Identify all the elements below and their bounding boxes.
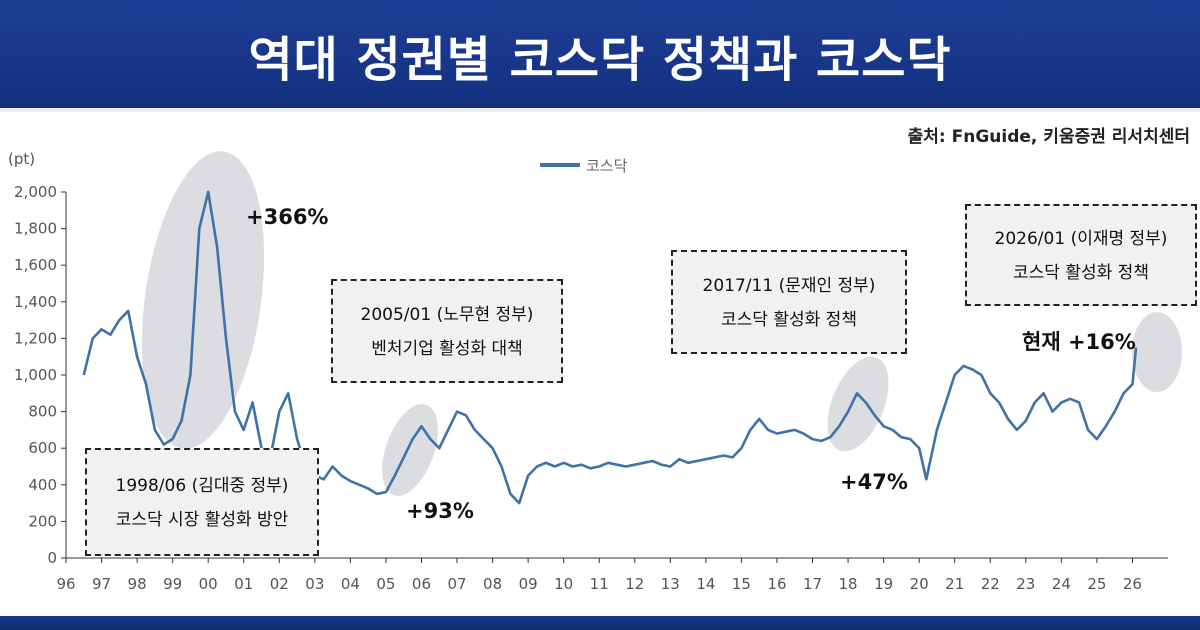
y-tick-label: 2,000 — [14, 183, 57, 201]
x-tick-label: 11 — [590, 575, 609, 593]
x-tick-label: 15 — [732, 575, 751, 593]
title-banner: 역대 정권별 코스닥 정책과 코스닥 — [0, 0, 1200, 112]
x-tick-label: 17 — [803, 575, 822, 593]
x-tick-label: 08 — [483, 575, 502, 593]
y-tick-label: 800 — [28, 403, 57, 421]
x-tick-label: 20 — [910, 575, 929, 593]
source-note: 출처: FnGuide, 키움증권 리서치센터 — [907, 127, 1190, 147]
y-tick-label: 200 — [28, 512, 57, 530]
x-tick-label: 18 — [839, 575, 858, 593]
x-tick-label: 12 — [625, 575, 644, 593]
y-tick-label: 1,600 — [14, 256, 57, 274]
x-tick-label: 13 — [661, 575, 680, 593]
x-tick-label: 21 — [945, 575, 964, 593]
bottom-bar — [0, 616, 1200, 630]
annotation-box-2017-line1: 2017/11 (문재인 정부) — [702, 276, 876, 296]
highlight-ellipse-1 — [141, 151, 265, 449]
highlight-ellipse-4 — [1132, 312, 1182, 392]
annotation-box-2026-line1: 2026/01 (이재명 정부) — [994, 229, 1168, 249]
x-tick-label: 02 — [270, 575, 289, 593]
x-tick-label: 05 — [376, 575, 395, 593]
annotation-box-1998: 1998/06 (김대중 정부) 코스닥 시장 활성화 방안 — [85, 448, 319, 556]
x-tick-label: 19 — [874, 575, 893, 593]
highlight-ellipse-3 — [827, 356, 889, 452]
annotation-box-1998-line2: 코스닥 시장 활성화 방안 — [115, 510, 289, 530]
page-title: 역대 정권별 코스닥 정책과 코스닥 — [248, 32, 952, 88]
y-tick-label: 1,200 — [14, 329, 57, 347]
annotation-box-2005-line2: 벤처기업 활성화 대책 — [371, 339, 523, 359]
x-tick-label: 14 — [696, 575, 715, 593]
y-axis-label: (pt) — [8, 150, 35, 168]
x-tick-label: 07 — [447, 575, 466, 593]
x-tick-label: 25 — [1087, 575, 1106, 593]
x-tick-label: 10 — [554, 575, 573, 593]
annotation-box-2005-line1: 2005/01 (노무현 정부) — [360, 305, 534, 325]
y-tick-label: 0 — [47, 549, 57, 567]
x-tick-label: 99 — [163, 575, 182, 593]
x-tick-label: 22 — [981, 575, 1000, 593]
annotation-box-2005: 2005/01 (노무현 정부) 벤처기업 활성화 대책 — [331, 279, 563, 383]
x-tick-label: 96 — [56, 575, 75, 593]
x-tick-label: 03 — [305, 575, 324, 593]
x-tick-label: 09 — [519, 575, 538, 593]
gain-label-2018: +47% — [840, 470, 908, 494]
annotation-box-2026-line2: 코스닥 활성화 정책 — [1013, 263, 1149, 283]
x-tick-label: 98 — [128, 575, 147, 593]
x-tick-label: 16 — [767, 575, 786, 593]
kosdaq-series-line — [82, 190, 1138, 505]
gain-label-now: 현재 +16% — [1022, 330, 1136, 354]
gain-label-2005: +93% — [406, 499, 474, 523]
x-tick-label: 01 — [234, 575, 253, 593]
annotation-box-1998-line1: 1998/06 (김대중 정부) — [115, 476, 289, 496]
annotation-box-2026: 2026/01 (이재명 정부) 코스닥 활성화 정책 — [965, 204, 1197, 306]
y-tick-label: 1,000 — [14, 366, 57, 384]
x-tick-label: 26 — [1123, 575, 1142, 593]
x-tick-label: 24 — [1052, 575, 1071, 593]
highlight-ellipse-2 — [382, 404, 438, 496]
x-tick-label: 06 — [412, 575, 431, 593]
x-tick-label: 23 — [1016, 575, 1035, 593]
y-tick-label: 600 — [28, 439, 57, 457]
x-tick-label: 97 — [92, 575, 111, 593]
y-tick-label: 1,800 — [14, 220, 57, 238]
x-tick-label: 00 — [199, 575, 218, 593]
legend-label: 코스닥 — [586, 157, 628, 175]
annotation-box-2017: 2017/11 (문재인 정부) 코스닥 활성화 정책 — [671, 250, 907, 354]
y-tick-label: 400 — [28, 476, 57, 494]
annotation-box-2017-line2: 코스닥 활성화 정책 — [721, 310, 857, 330]
x-tick-label: 04 — [341, 575, 360, 593]
y-tick-label: 1,400 — [14, 293, 57, 311]
gain-label-1999: +366% — [246, 205, 329, 229]
